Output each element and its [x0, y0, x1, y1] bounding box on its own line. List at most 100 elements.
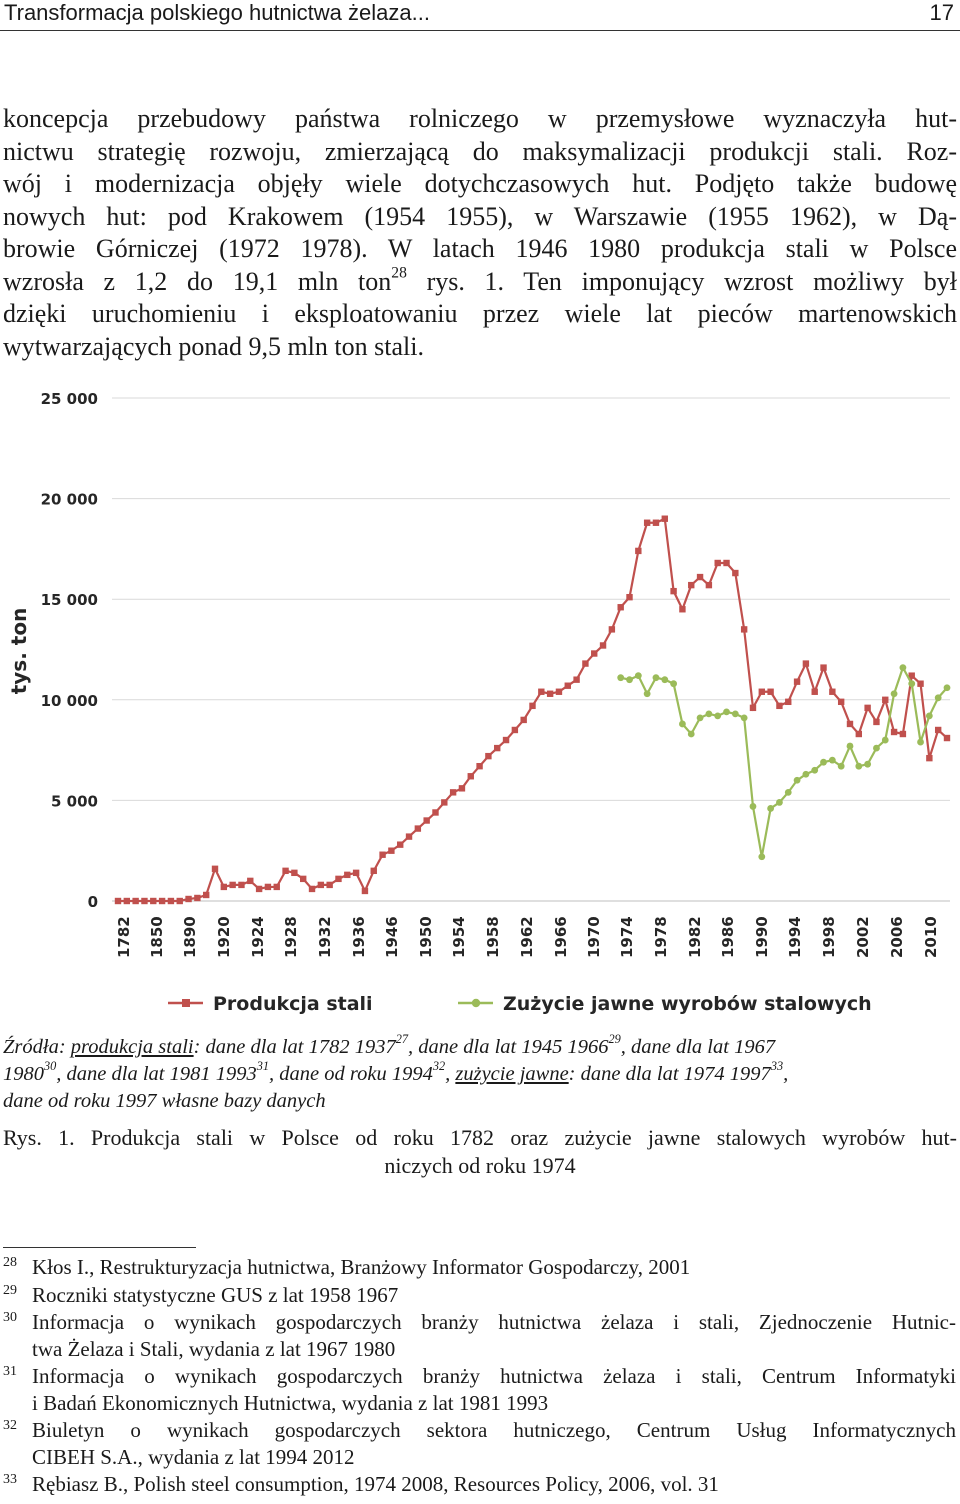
y-axis-label: tys. ton — [7, 608, 31, 695]
data-point — [873, 718, 880, 726]
running-title: Transformacja polskiego hutnictwa żelaza… — [4, 0, 430, 25]
data-point — [908, 672, 915, 679]
data-point — [529, 702, 536, 710]
data-point — [379, 851, 386, 858]
data-point — [661, 676, 669, 684]
source-text: 1980 — [3, 1063, 44, 1085]
data-point — [828, 756, 836, 764]
x-tick-label: 1954 — [450, 916, 468, 958]
data-point — [441, 799, 448, 806]
data-point — [555, 688, 563, 695]
body-text-run: rys. 1. Ten imponujący wzrost możliwy by… — [406, 266, 957, 296]
data-point — [855, 730, 863, 738]
x-tick-label: 1890 — [181, 916, 199, 958]
footnote-ref[interactable]: 27 — [395, 1032, 409, 1047]
data-point — [582, 660, 589, 667]
data-point — [811, 766, 819, 774]
data-point — [917, 680, 924, 687]
data-point — [388, 847, 395, 854]
data-point — [908, 680, 916, 688]
data-point — [599, 642, 607, 649]
footnote-ref[interactable]: 33 — [770, 1059, 784, 1074]
data-point — [141, 897, 148, 905]
data-point — [881, 736, 889, 744]
data-point — [247, 877, 254, 885]
data-point — [238, 881, 245, 889]
data-point — [476, 762, 483, 770]
data-point — [917, 738, 924, 746]
data-point — [829, 688, 836, 695]
data-point — [767, 805, 775, 812]
data-point — [211, 865, 219, 873]
data-point — [749, 704, 757, 712]
data-point — [397, 841, 404, 848]
data-point — [546, 690, 554, 697]
data-point — [749, 803, 757, 810]
data-point — [414, 825, 422, 832]
data-point — [776, 799, 783, 806]
y-tick-label: 5 000 — [51, 792, 98, 810]
footnote-number: 32 — [3, 1418, 17, 1433]
x-tick-label: 1978 — [652, 916, 670, 958]
footnote-text: Informacja o wynikach gospodarczych bran… — [32, 1310, 956, 1334]
footnote-number: 33 — [3, 1472, 17, 1487]
data-point — [890, 690, 898, 698]
data-point — [405, 833, 413, 840]
source-line: Źródła: produkcja stali: dane dla lat 17… — [3, 1032, 957, 1061]
x-tick-label: 1990 — [753, 916, 771, 958]
footnote-ref[interactable]: 31 — [256, 1059, 270, 1074]
source-text: Źródła: — [3, 1036, 71, 1058]
data-point — [925, 712, 933, 720]
source-text: , dane dla lat 1967 — [620, 1036, 776, 1058]
data-point — [370, 867, 377, 875]
footnote-ref[interactable]: 32 — [432, 1059, 446, 1074]
x-tick-label: 1928 — [282, 916, 300, 958]
data-point — [899, 730, 907, 738]
body-line: nictwu strategię rozwoju, zmierzającą do… — [3, 136, 957, 166]
data-point — [714, 559, 721, 567]
y-tick-label: 15 000 — [41, 591, 98, 609]
data-point — [670, 680, 678, 688]
page-number: 17 — [929, 0, 954, 25]
data-point — [300, 875, 307, 883]
footnote-number: 28 — [3, 1255, 17, 1270]
footnote-text: Biuletyn o wynikach gospodarczych sektor… — [32, 1418, 956, 1442]
body-line: wój i modernizacja objęły wiele dotychcz… — [3, 169, 957, 198]
body-paragraph: koncepcja przebudowy państwa rolniczego … — [3, 103, 957, 363]
caption-line: niczych od roku 1974 — [384, 1153, 576, 1178]
footnote-ref[interactable]: 30 — [44, 1059, 57, 1074]
data-point — [643, 519, 651, 526]
data-point — [423, 817, 430, 824]
body-line: wytwarzających ponad 9,5 mln ton stali. — [3, 331, 424, 361]
data-point — [802, 770, 810, 778]
source-link: produkcja stali — [70, 1036, 194, 1058]
data-point — [723, 708, 730, 716]
footnote: 30 Informacja o wynikach gospodarczych b… — [0, 1309, 960, 1362]
data-point — [705, 581, 713, 589]
legend-label: Produkcja stali — [213, 993, 373, 1015]
source-text: , — [445, 1063, 456, 1085]
footnote-number: 31 — [3, 1364, 17, 1379]
data-point — [282, 867, 289, 875]
footnote: 31 Informacja o wynikach gospodarczych b… — [0, 1363, 960, 1416]
footnote-ref[interactable]: 29 — [608, 1032, 621, 1047]
body-line: nowych hut: pod Krakowem (1954 1955), w … — [3, 201, 957, 231]
data-point — [793, 678, 801, 685]
data-point — [626, 593, 633, 601]
data-point — [934, 694, 942, 702]
data-point — [114, 897, 122, 905]
data-point — [811, 688, 818, 695]
body-line: browie Górniczej (1972 1978). W latach 1… — [3, 234, 957, 263]
x-tick-label: 2010 — [922, 916, 940, 958]
footnote: 32 Biuletyn o wynikach gospodarczych sek… — [0, 1417, 960, 1470]
source-text: : dane dla lat 1782 1937 — [193, 1036, 396, 1058]
caption-line: Rys. 1. Produkcja stali w Polsce od roku… — [3, 1125, 957, 1150]
data-point — [467, 773, 474, 780]
footnote-text: twa Żelaza i Stali, wydania z lat 1967 1… — [32, 1336, 396, 1361]
data-point — [732, 569, 739, 577]
source-link: zużycie jawne — [455, 1063, 569, 1085]
data-point — [458, 785, 466, 792]
data-point — [899, 664, 907, 672]
data-point — [679, 720, 686, 728]
footnote-ref[interactable]: 28 — [391, 264, 407, 282]
